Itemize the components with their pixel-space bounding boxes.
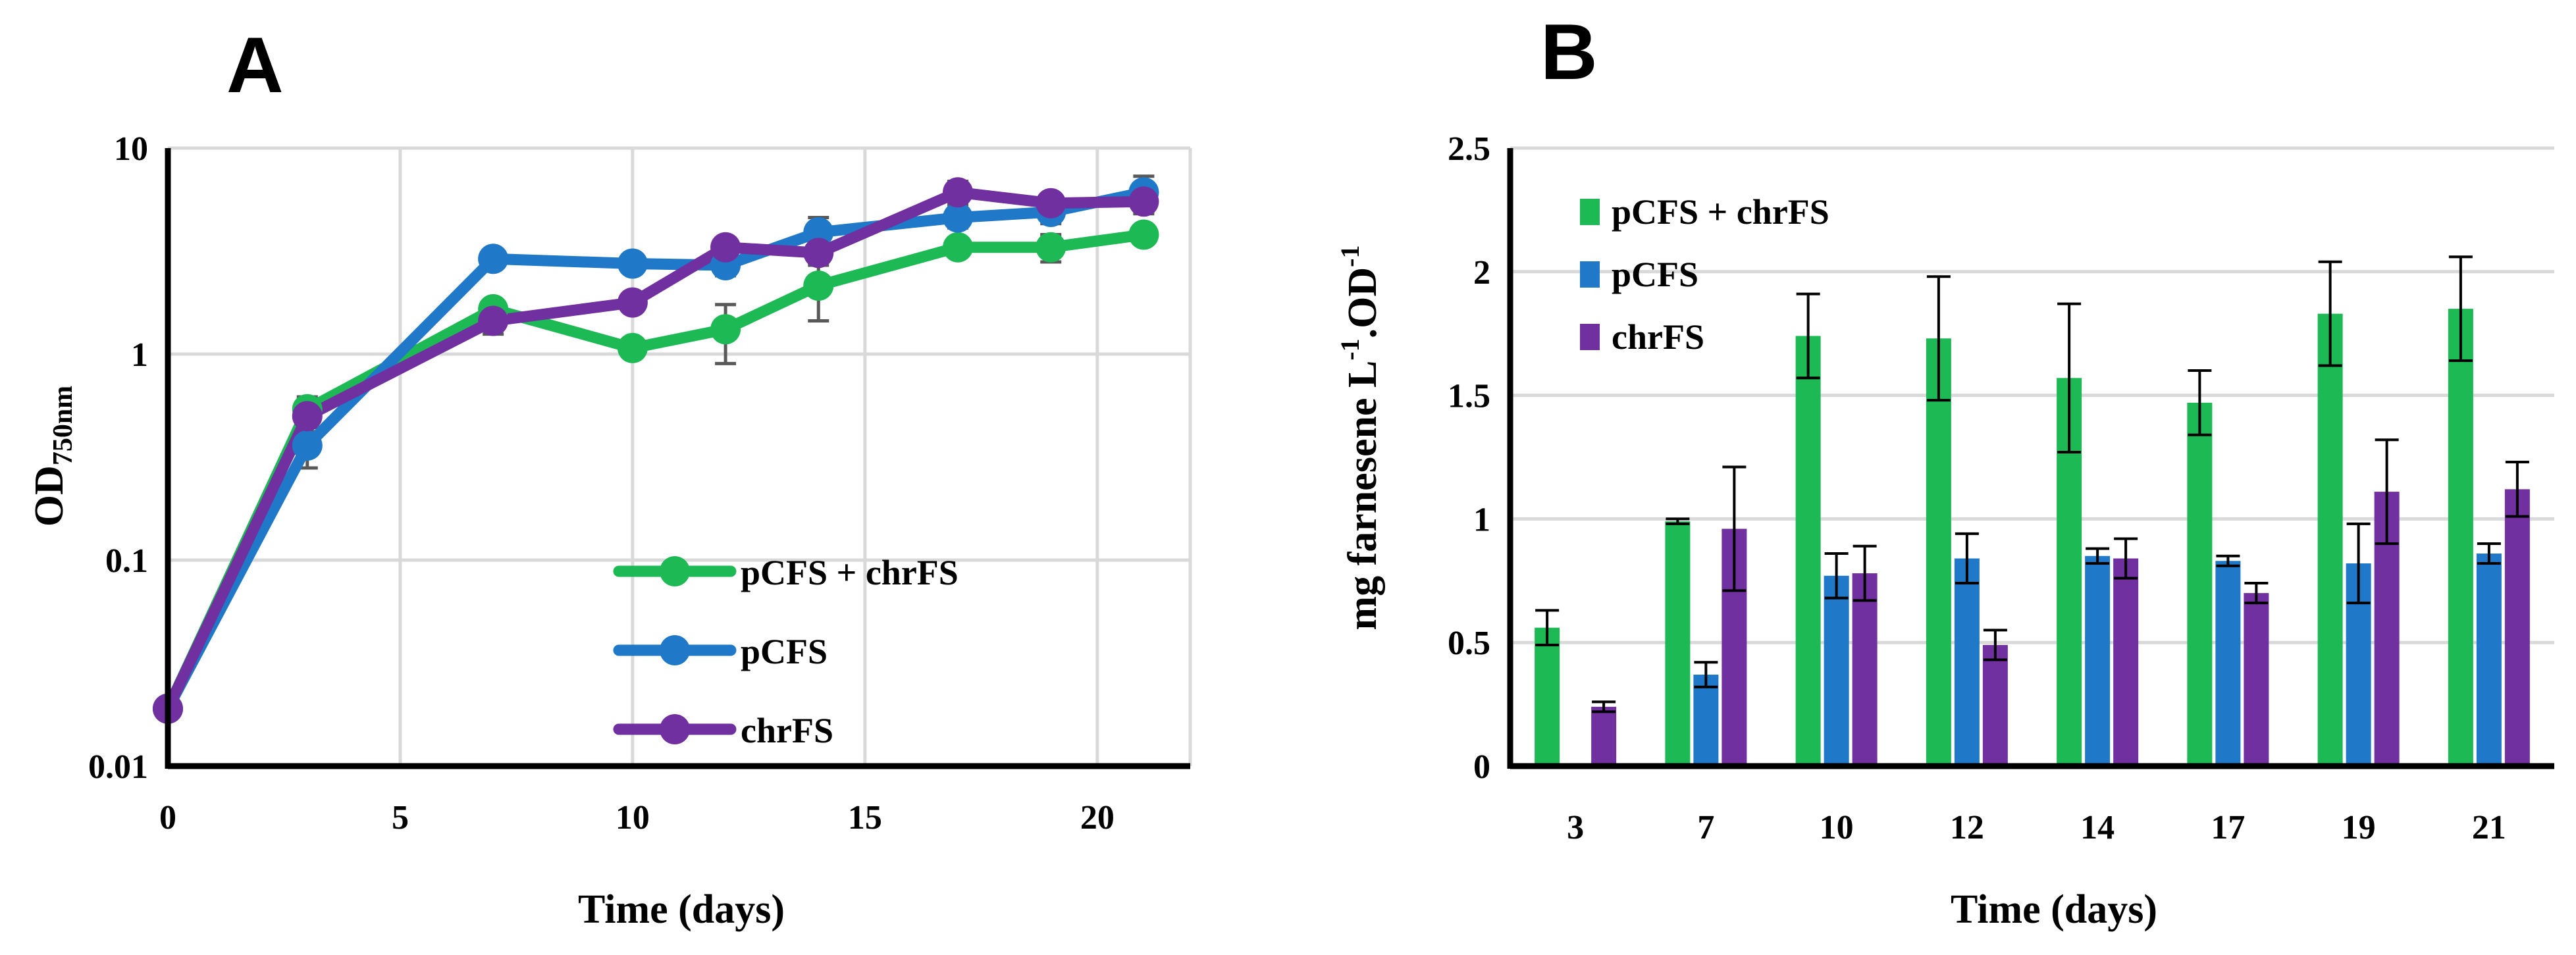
panel-b-y-tick-2: 1 [1473,501,1490,538]
panel-b-bar-pcfs-10 [1824,575,1849,766]
panel-b-error-bars [1535,255,2529,713]
panel-a-y-axis-title: OD750nm [27,386,78,527]
panel-b-x-axis-title: Time (days) [1951,887,2157,932]
panel-a-legend-label-chrfs: chrFS [741,711,833,750]
panel-b-legend-label-pcfs-chrfs: pCFS + chrFS [1612,192,1829,232]
panel-b-y-axis-title: mg farnesene L-1.OD-1 [1335,245,1385,631]
panel-a-point-chrfs-3 [617,287,648,318]
panel-b-x-tick-1: 7 [1697,809,1714,846]
panel-b-bar-chrfs-3 [1591,706,1617,766]
panel-b-x-tick-labels: 3 7 10 12 14 17 19 21 [1567,809,2506,846]
panel-a-point-pcfs-chrfs-5 [803,270,834,301]
panel-b-y-tick-1: 0.5 [1448,625,1490,662]
panel-b-bar-pcfs-chrfs-21 [2448,309,2473,766]
panel-b-y-title-sup1: -1 [1335,338,1365,360]
panel-a-x-tick-1: 5 [392,799,409,837]
panel-a-legend-marker-pcfs [660,635,690,665]
panel-b-x-tick-2: 10 [1820,809,1854,846]
panel-a-point-pcfs-2 [478,244,509,274]
panel-a-point-pcfs-chrfs-6 [943,232,974,263]
panel-a-point-chrfs-4 [710,232,741,263]
panel-a-point-chrfs-8 [1128,186,1159,217]
panel-b-bar-pcfs-14 [2085,555,2111,766]
panel-a-point-pcfs-6 [943,202,974,233]
panel-b-bar-pcfs-7 [1693,675,1719,766]
panel-a-y-tick-3: 10 [114,130,148,168]
panel-b-y-tick-4: 2 [1473,254,1490,292]
panel-a-point-pcfs-chrfs-3 [617,332,648,363]
panel-a-legend-marker-chrfs [660,714,690,744]
panel-b-legend-label-chrfs: chrFS [1612,317,1704,357]
panel-b-x-tick-4: 14 [2080,809,2115,846]
panel-a-point-chrfs-2 [478,305,509,336]
panel-b-legend-label-pcfs: pCFS [1612,255,1698,294]
panel-a-y-title-main: OD [27,465,72,527]
panel-b-y-tick-labels: 0 0.5 1 1.5 2 2.5 [1448,130,1490,786]
panel-a-y-title-sub: 750nm [48,386,78,465]
panel-a-y-tick-2: 1 [131,336,148,374]
panel-a-markers [153,177,1159,724]
panel-a-x-tick-0: 0 [159,799,176,837]
panel-a-legend-label-pcfs-chrfs: pCFS + chrFS [741,553,959,592]
panel-b-bar-chrfs-21 [2504,489,2530,766]
panel-b-y-tick-0: 0 [1473,748,1490,786]
panel-a-point-pcfs-chrfs-8 [1128,219,1159,250]
panel-a-x-tick-labels: 0 5 10 15 20 [159,799,1115,837]
panel-a-x-axis-title: Time (days) [578,887,785,932]
panel-b-bar-chart: 00.511.522.5 3 7 10 12 14 17 19 21 Time (days) … [1335,130,2554,932]
panel-a-letter: A [226,21,284,109]
panel-b-x-tick-3: 12 [1950,809,1984,846]
panel-b-legend-swatch-chrfs [1580,324,1600,350]
panel-b-bar-pcfs-chrfs-19 [2317,313,2343,767]
panel-b-bar-pcfs-17 [2215,561,2241,766]
panel-a-legend: pCFS + chrFS pCFS chrFS [613,553,959,750]
panel-b-y-tick-5: 2.5 [1448,130,1490,168]
panel-b-letter: B [1540,8,1598,96]
panel-b-legend-swatch-pcfs [1580,261,1600,288]
panel-a-x-tick-4: 20 [1080,799,1115,837]
panel-b-bar-chrfs-14 [2113,558,2139,766]
panel-b-bar-chrfs-17 [2244,593,2269,766]
panel-b-bar-pcfs-chrfs-7 [1665,521,1691,766]
panel-a-point-pcfs-3 [617,248,648,279]
panel-a-point-pcfs-chrfs-4 [710,314,741,345]
panel-b-bars [1535,309,2530,767]
panel-a-point-pcfs-1 [292,430,323,461]
panel-a-point-chrfs-7 [1036,188,1066,219]
panel-b-y-tick-3: 1.5 [1448,378,1490,415]
panel-a-legend-label-pcfs: pCFS [741,632,828,671]
panel-b-y-title-part2: .OD [1340,267,1385,339]
panel-a-point-chrfs-5 [803,238,834,269]
panel-b-y-title-sup2: -1 [1335,245,1365,267]
panel-a-point-chrfs-6 [943,177,974,208]
panel-b-bar-pcfs-12 [1954,558,1980,766]
panel-b-x-tick-0: 3 [1567,809,1584,846]
panel-b-bar-chrfs-12 [1982,644,2008,766]
panel-a-point-pcfs-chrfs-7 [1036,232,1066,263]
panel-b-bar-chrfs-10 [1852,573,1878,766]
panel-b-bar-pcfs-21 [2476,553,2502,766]
panel-b-bar-pcfs-chrfs-10 [1795,336,1821,766]
panel-a-x-tick-2: 10 [616,799,650,837]
panel-a-line-pcfs-chrfs [162,229,1149,715]
panel-b-bar-pcfs-chrfs-3 [1535,627,1560,766]
panel-a-gridlines [168,146,1192,766]
panel-b-y-title-part1: mg farnesene L [1340,361,1385,631]
panel-b-legend-swatch-pcfs-chrfs [1580,199,1600,225]
panel-b-bar-pcfs-chrfs-12 [1926,338,1951,766]
panel-a-x-tick-3: 15 [848,799,882,837]
panel-a-y-tick-0: 0.01 [88,748,148,786]
panel-a-y-tick-1: 0.1 [105,542,148,580]
panel-a-y-tick-labels: 0.01 0.1 1 10 [88,130,148,786]
panel-a-legend-marker-pcfs-chrfs [660,556,690,586]
panel-b-x-tick-7: 21 [2472,809,2506,846]
panel-a-point-chrfs-1 [292,401,323,432]
panel-b-x-tick-6: 19 [2342,809,2376,846]
panel-b-legend: pCFS + chrFS pCFS chrFS [1580,192,1829,357]
panel-b-bar-pcfs-chrfs-17 [2187,402,2213,766]
panel-b-x-tick-5: 17 [2211,809,2245,846]
